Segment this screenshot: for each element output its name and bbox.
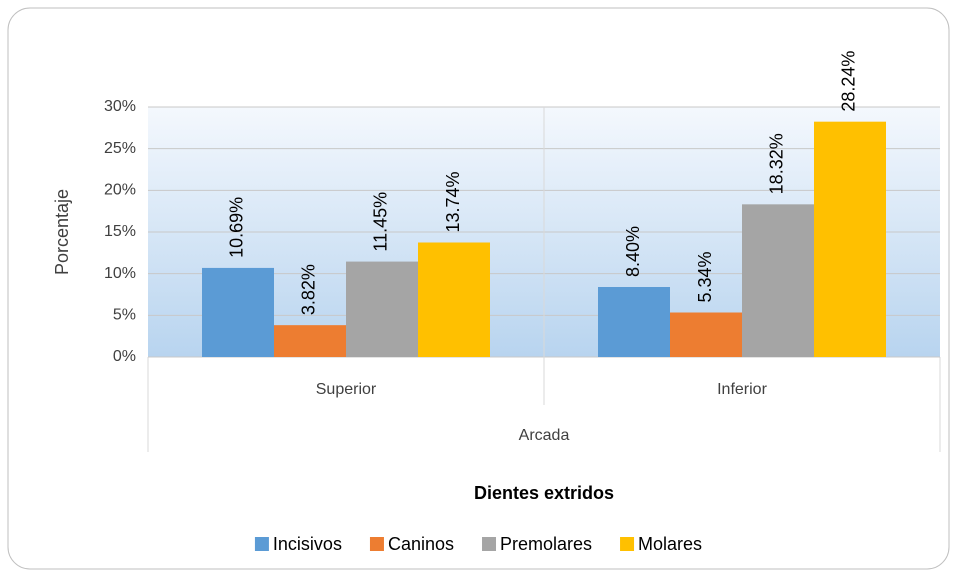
y-axis-label: Porcentaje	[52, 189, 72, 275]
data-label: 11.45%	[371, 192, 391, 252]
bar	[814, 121, 886, 358]
y-tick-label: 0%	[113, 348, 136, 365]
legend-label: Premolares	[500, 534, 592, 554]
x-axis-label: Arcada	[519, 427, 570, 444]
data-label: 13.74%	[443, 171, 463, 232]
bar	[742, 204, 814, 357]
bar	[598, 287, 670, 357]
y-tick-label: 30%	[104, 98, 136, 115]
legend-label: Incisivos	[273, 534, 342, 554]
legend-label: Molares	[638, 534, 702, 554]
bar	[274, 325, 346, 357]
bar	[346, 261, 418, 357]
x-tick-label: Superior	[316, 381, 377, 398]
legend-label: Caninos	[388, 534, 454, 554]
y-tick-label: 25%	[104, 140, 136, 157]
bar	[202, 267, 274, 357]
data-label: 18.32%	[767, 133, 787, 194]
data-label: 3.82%	[299, 264, 319, 315]
legend-title: Dientes extridos	[474, 483, 614, 503]
bar	[418, 242, 490, 357]
data-label: 28.24%	[839, 51, 859, 112]
legend-swatch	[482, 537, 497, 551]
y-tick-label: 15%	[104, 223, 136, 240]
data-label: 5.34%	[695, 251, 715, 302]
legend-swatch	[369, 537, 384, 551]
data-label: 8.40%	[623, 226, 643, 277]
y-tick-label: 10%	[104, 265, 136, 282]
data-label: 10.69%	[227, 197, 247, 258]
y-tick-label: 5%	[113, 307, 136, 324]
legend-swatch	[620, 537, 635, 551]
legend-swatch	[254, 537, 269, 551]
y-tick-label: 20%	[104, 182, 136, 199]
x-tick-label: Inferior	[717, 381, 767, 398]
bar	[670, 312, 742, 357]
